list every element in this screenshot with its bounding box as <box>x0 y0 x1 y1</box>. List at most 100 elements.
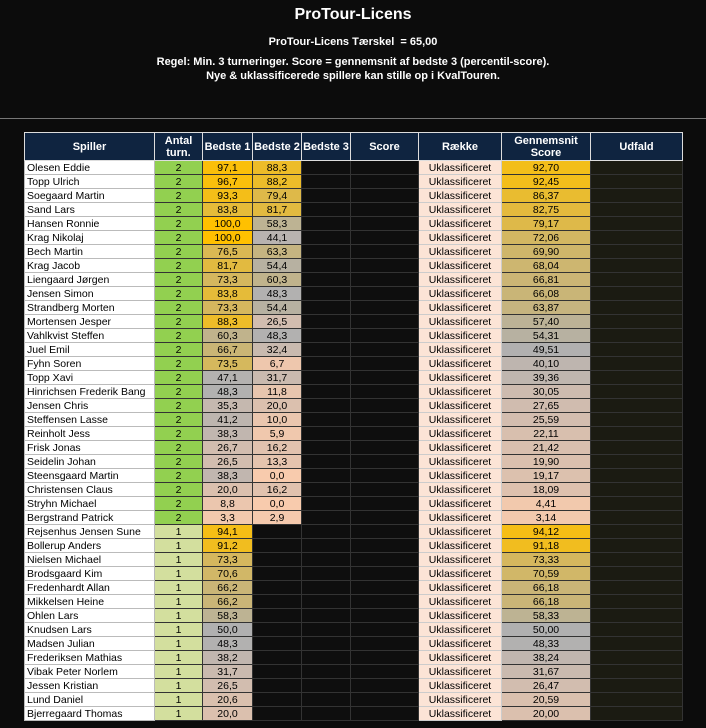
row: Jensen Simon 2 83,8 48,3 Uklassificeret 66,08 <box>24 286 683 301</box>
average-score: 3,14 <box>501 510 591 525</box>
tournament-count: 2 <box>154 454 203 469</box>
empty-cell <box>252 622 302 637</box>
row: Nielsen Michael 1 73,3 Uklassificeret 73,33 <box>24 552 683 567</box>
player-name: Juel Emil <box>24 342 155 357</box>
best-1: 38,3 <box>202 468 253 483</box>
empty-cell <box>301 398 351 413</box>
best-2: 79,4 <box>252 188 302 203</box>
player-name: Hansen Ronnie <box>24 216 155 231</box>
empty-cell <box>350 356 419 371</box>
empty-cell <box>350 678 419 693</box>
empty-cell <box>590 594 683 609</box>
row: Strandberg Morten 2 73,3 54,4 Uklassificeret… <box>24 300 683 315</box>
tournament-count: 2 <box>154 468 203 483</box>
player-name: Krag Nikolaj <box>24 230 155 245</box>
average-score: 19,17 <box>501 468 591 483</box>
player-name: Soegaard Martin <box>24 188 155 203</box>
best-1: 91,2 <box>202 538 253 553</box>
best-2: 13,3 <box>252 454 302 469</box>
average-score: 19,90 <box>501 454 591 469</box>
average-score: 79,17 <box>501 216 591 231</box>
tournament-count: 2 <box>154 496 203 511</box>
best-1: 93,3 <box>202 188 253 203</box>
row: Sand Lars 2 83,8 81,7 Uklassificeret 82,75 <box>24 202 683 217</box>
average-score: 4,41 <box>501 496 591 511</box>
row: Lund Daniel 1 20,6 Uklassificeret 20,59 <box>24 692 683 707</box>
best-1: 94,1 <box>202 524 253 539</box>
tournament-count: 2 <box>154 258 203 273</box>
tournament-count: 1 <box>154 650 203 665</box>
tournament-count: 1 <box>154 678 203 693</box>
division: Uklassificeret <box>418 244 502 259</box>
empty-cell <box>301 342 351 357</box>
division: Uklassificeret <box>418 664 502 679</box>
row: Bjerregaard Thomas 1 20,0 Uklassificeret 20,… <box>24 706 683 721</box>
best-1: 35,3 <box>202 398 253 413</box>
empty-cell <box>350 314 419 329</box>
empty-cell <box>590 398 683 413</box>
best-2: 88,3 <box>252 160 302 175</box>
empty-cell <box>252 524 302 539</box>
empty-cell <box>252 636 302 651</box>
division: Uklassificeret <box>418 342 502 357</box>
empty-cell <box>301 454 351 469</box>
tournament-count: 1 <box>154 538 203 553</box>
row: Soegaard Martin 2 93,3 79,4 Uklassificeret 86… <box>24 188 683 203</box>
best-2: 0,0 <box>252 496 302 511</box>
best-1: 76,5 <box>202 244 253 259</box>
average-score: 48,33 <box>501 636 591 651</box>
average-score: 82,75 <box>501 202 591 217</box>
empty-cell <box>301 566 351 581</box>
empty-cell <box>350 650 419 665</box>
row: Liengaard Jørgen 2 73,3 60,3 Uklassificeret 6… <box>24 272 683 287</box>
division: Uklassificeret <box>418 468 502 483</box>
empty-cell <box>350 580 419 595</box>
empty-cell <box>301 468 351 483</box>
empty-cell <box>590 622 683 637</box>
average-score: 73,33 <box>501 552 591 567</box>
row: Topp Xavi 2 47,1 31,7 Uklassificeret 39,36 <box>24 370 683 385</box>
best-1: 8,8 <box>202 496 253 511</box>
average-score: 20,00 <box>501 706 591 721</box>
division: Uklassificeret <box>418 384 502 399</box>
best-1: 20,0 <box>202 706 253 721</box>
empty-cell <box>301 188 351 203</box>
empty-cell <box>252 566 302 581</box>
empty-cell <box>350 454 419 469</box>
player-name: Frederiksen Mathias <box>24 650 155 665</box>
empty-cell <box>350 594 419 609</box>
division: Uklassificeret <box>418 580 502 595</box>
best-1: 41,2 <box>202 412 253 427</box>
division: Uklassificeret <box>418 552 502 567</box>
best-2: 54,4 <box>252 258 302 273</box>
row: Ohlen Lars 1 58,3 Uklassificeret 58,33 <box>24 608 683 623</box>
empty-cell <box>590 160 683 175</box>
tournament-count: 1 <box>154 636 203 651</box>
average-score: 50,00 <box>501 622 591 637</box>
column-header: Spiller <box>24 132 155 161</box>
best-2: 31,7 <box>252 370 302 385</box>
average-score: 25,59 <box>501 412 591 427</box>
row: Christensen Claus 2 20,0 16,2 Uklassificeret… <box>24 482 683 497</box>
average-score: 92,70 <box>501 160 591 175</box>
best-2: 58,3 <box>252 216 302 231</box>
empty-cell <box>301 412 351 427</box>
empty-cell <box>350 244 419 259</box>
empty-cell <box>590 328 683 343</box>
empty-cell <box>301 356 351 371</box>
row: Fyhn Soren 2 73,5 6,7 Uklassificeret 40,10 <box>24 356 683 371</box>
row: Steensgaard Martin 2 38,3 0,0 Uklassificeret… <box>24 468 683 483</box>
empty-cell <box>350 622 419 637</box>
empty-cell <box>590 636 683 651</box>
player-name: Mortensen Jesper <box>24 314 155 329</box>
average-score: 91,18 <box>501 538 591 553</box>
column-header: Bedste 1 <box>202 132 253 161</box>
best-2: 16,2 <box>252 482 302 497</box>
tournament-count: 1 <box>154 566 203 581</box>
row: Krag Jacob 2 81,7 54,4 Uklassificeret 68,04 <box>24 258 683 273</box>
average-score: 66,18 <box>501 580 591 595</box>
header-row: Spiller Antal turn. Bedste 1 Bedste 2 Bedste… <box>24 132 683 161</box>
empty-cell <box>301 678 351 693</box>
tournament-count: 2 <box>154 384 203 399</box>
row: Brodsgaard Kim 1 70,6 Uklassificeret 70,59 <box>24 566 683 581</box>
